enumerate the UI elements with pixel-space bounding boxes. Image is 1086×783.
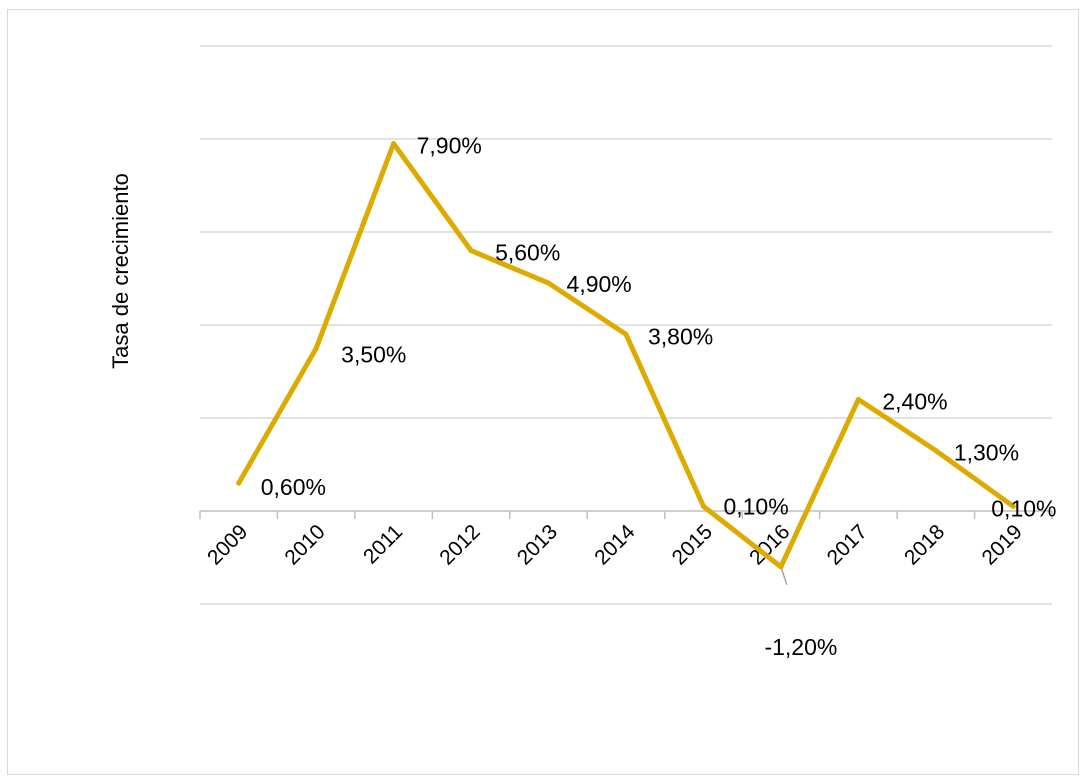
x-tick-label: 2015 (668, 520, 717, 569)
data-label: 7,90% (417, 133, 482, 159)
data-label: 5,60% (495, 240, 560, 266)
data-label: 3,80% (648, 323, 713, 349)
data-label: 0,10% (991, 495, 1056, 521)
x-axis: 2009 2010 2011 2012 2013 2014 2015 2016 2017 2018… (199, 510, 1053, 570)
data-point (778, 564, 784, 570)
data-label: -1,20% (764, 634, 837, 660)
data-point (546, 280, 552, 286)
data-point (855, 396, 861, 402)
data-label: 0,10% (723, 493, 788, 519)
data-point (933, 448, 939, 454)
x-tick-label: 2014 (590, 520, 640, 570)
data-point (391, 141, 397, 147)
data-label: 2,40% (882, 388, 947, 414)
data-point (468, 248, 474, 254)
data-point (236, 480, 242, 486)
x-tick-label: 2012 (435, 520, 484, 569)
series (236, 141, 1016, 570)
x-tick-label: 2019 (978, 520, 1027, 569)
gridlines (200, 45, 1052, 605)
x-tick-label: 2017 (823, 520, 872, 569)
data-label: 0,60% (261, 474, 326, 500)
data-point (623, 331, 629, 337)
data-label: 1,30% (954, 440, 1019, 466)
x-tick-label: 2013 (513, 520, 562, 569)
data-point (313, 345, 319, 351)
data-label: 3,50% (341, 341, 406, 367)
x-tick-label: 2018 (900, 520, 949, 569)
leader-lines (780, 566, 788, 586)
x-tick-label: 2011 (359, 520, 407, 568)
leader-line (780, 566, 788, 586)
chart-frame (7, 9, 1079, 775)
data-point (1010, 503, 1016, 509)
x-tick-label: 2009 (203, 520, 252, 569)
data-point (700, 503, 706, 509)
y-axis-title: Tasa de crecimiento (108, 173, 133, 369)
x-tick-label: 2010 (280, 520, 329, 569)
data-labels: 0,60% 3,50% 7,90% 5,60% 4,90% 3,80% 0,10% -1,20… (261, 133, 1057, 660)
data-label: 4,90% (567, 271, 632, 297)
